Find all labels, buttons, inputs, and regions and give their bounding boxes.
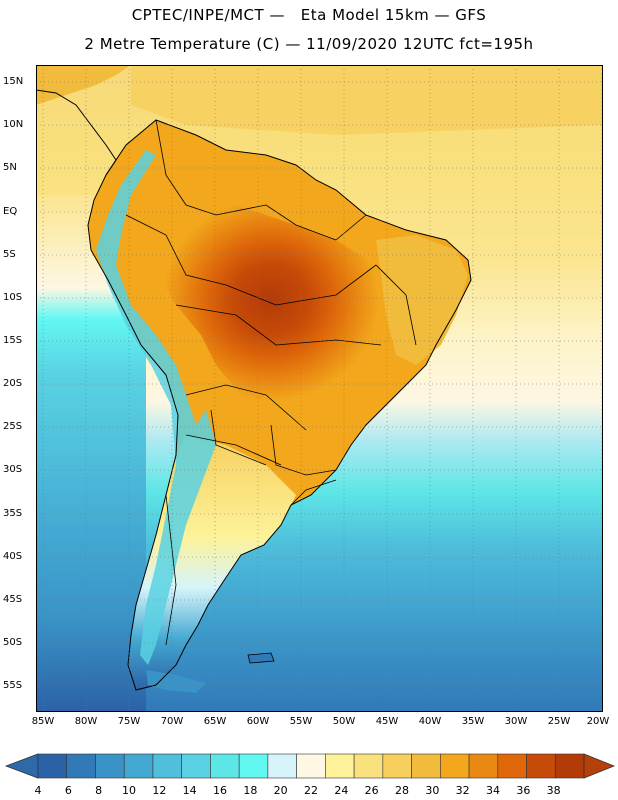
lat-label: 10N bbox=[3, 119, 24, 130]
colorbar-tick-label: 16 bbox=[213, 784, 227, 797]
lon-label: 60W bbox=[246, 716, 270, 727]
colorbar-cell bbox=[66, 753, 96, 779]
colorbar-cell bbox=[382, 753, 412, 779]
lon-label: 25W bbox=[547, 716, 571, 727]
lon-label: 55W bbox=[289, 716, 313, 727]
lat-label: 40S bbox=[3, 551, 23, 562]
colorbar-tick-label: 24 bbox=[334, 784, 349, 797]
central-america-coast bbox=[36, 89, 117, 176]
lon-label: 35W bbox=[461, 716, 485, 727]
lon-label: 75W bbox=[117, 716, 141, 727]
colorbar-cell bbox=[526, 753, 556, 779]
colorbar-tick-label: 12 bbox=[152, 784, 167, 797]
lon-label: 70W bbox=[160, 716, 184, 727]
colorbar-cell bbox=[210, 753, 240, 779]
lat-label: 15S bbox=[3, 335, 23, 346]
colorbar-cell bbox=[181, 753, 211, 779]
colorbar-cell bbox=[95, 753, 125, 779]
colorbar-right-arrow bbox=[583, 753, 616, 779]
colorbar-cell bbox=[325, 753, 355, 779]
lon-label: 80W bbox=[74, 716, 98, 727]
colorbar-cell bbox=[411, 753, 441, 779]
colorbar-cell bbox=[296, 753, 326, 779]
colorbar-tick-label: 36 bbox=[516, 784, 531, 797]
colorbar-cell bbox=[468, 753, 499, 779]
colorbar-cell bbox=[554, 753, 585, 779]
lat-label: 5N bbox=[3, 162, 17, 173]
lon-label: 85W bbox=[31, 716, 55, 727]
northeast-brazil bbox=[376, 235, 468, 365]
lat-label: 30S bbox=[3, 464, 23, 475]
lat-label: 5S bbox=[3, 249, 16, 260]
chart-title-line-2: 2 Metre Temperature (C) — 11/09/2020 12U… bbox=[84, 35, 534, 53]
lon-label: 20W bbox=[586, 716, 610, 727]
colorbar-tick-label: 6 bbox=[64, 784, 72, 797]
colorbar-cell bbox=[152, 753, 182, 779]
colorbar-tick-label: 26 bbox=[364, 784, 379, 797]
north-atlantic-warm bbox=[131, 65, 603, 135]
falkland-islands bbox=[247, 652, 275, 664]
lat-label: 25S bbox=[3, 421, 23, 432]
lat-label: 15N bbox=[3, 76, 24, 87]
colorbar-tick-label: 34 bbox=[486, 784, 500, 797]
lat-label: EQ bbox=[3, 206, 18, 217]
lat-label: 20S bbox=[3, 378, 23, 389]
colorbar-tick-label: 20 bbox=[273, 784, 288, 797]
colorbar-tick-label: 14 bbox=[182, 784, 197, 797]
colorbar-tick-label: 32 bbox=[455, 784, 470, 797]
colorbar-cell bbox=[123, 753, 154, 779]
colorbar-tick-label: 38 bbox=[546, 784, 561, 797]
temperature-map bbox=[36, 65, 603, 712]
colorbar-tick-label: 22 bbox=[304, 784, 318, 797]
colorbar-tick-label: 18 bbox=[243, 784, 258, 797]
colorbar-tick-label: 30 bbox=[425, 784, 440, 797]
colorbar-cell bbox=[37, 753, 68, 779]
colorbar-cell bbox=[440, 753, 470, 779]
country-borders bbox=[125, 119, 417, 646]
colorbar-left-arrow bbox=[4, 753, 39, 779]
map-border bbox=[36, 65, 603, 712]
chart-title-line-1: CPTEC/INPE/MCT — Eta Model 15km — GFS bbox=[131, 6, 487, 24]
lat-label: 10S bbox=[3, 292, 23, 303]
colorbar-tick-label: 8 bbox=[95, 784, 103, 797]
brazil-hot-interior bbox=[146, 205, 386, 430]
colorbar-cell bbox=[267, 753, 297, 779]
colorbar-tick-label: 28 bbox=[395, 784, 409, 797]
tierra-del-fuego bbox=[146, 670, 206, 693]
lon-label: 45W bbox=[375, 716, 399, 727]
lon-label: 65W bbox=[203, 716, 227, 727]
lat-label: 50S bbox=[3, 637, 23, 648]
colorbar-tick-label: 10 bbox=[122, 784, 136, 797]
colorbar-cell bbox=[238, 753, 269, 779]
lon-label: 30W bbox=[504, 716, 528, 727]
lon-label: 50W bbox=[332, 716, 356, 727]
lat-label: 45S bbox=[3, 594, 23, 605]
colorbar-cell bbox=[353, 753, 384, 779]
colorbar-legend bbox=[4, 753, 616, 779]
graticule bbox=[36, 65, 603, 712]
lat-label: 55S bbox=[3, 680, 23, 691]
lat-label: 35S bbox=[3, 508, 23, 519]
lon-label: 40W bbox=[418, 716, 442, 727]
colorbar-tick-label: 4 bbox=[34, 784, 42, 797]
coastline bbox=[87, 119, 472, 691]
colorbar-cell bbox=[497, 753, 527, 779]
